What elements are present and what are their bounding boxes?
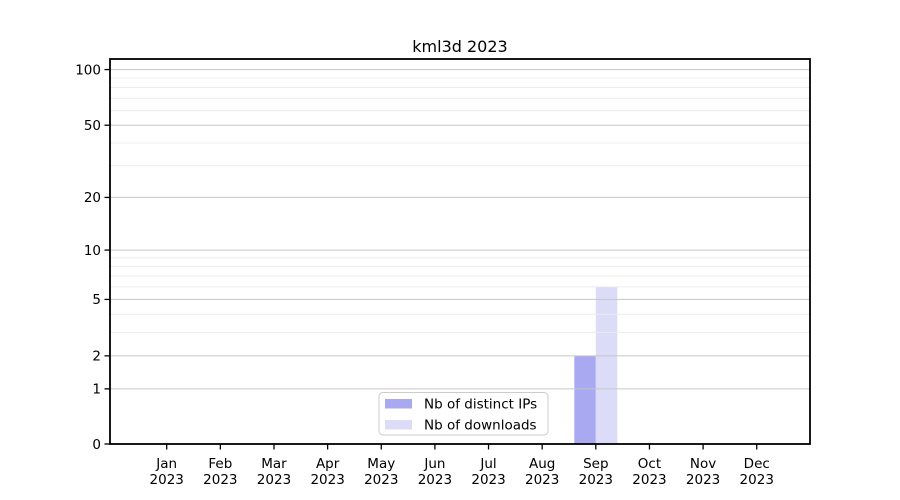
x-tick-label-month-oct: Oct <box>638 456 661 472</box>
y-tick-label-50: 50 <box>84 118 101 134</box>
legend-swatch-downloads <box>385 420 412 430</box>
y-tick-label-0: 0 <box>92 437 101 453</box>
x-tick-label-month-may: May <box>367 456 395 472</box>
x-tick-label-year-mar: 2023 <box>257 472 291 488</box>
y-tick-label-5: 5 <box>92 292 101 308</box>
x-tick-label-month-dec: Dec <box>744 456 770 472</box>
y-tick-label-2: 2 <box>92 349 101 365</box>
x-tick-label-month-aug: Aug <box>529 456 555 472</box>
gridlines-group <box>110 69 810 390</box>
x-tick-label-year-apr: 2023 <box>310 472 344 488</box>
bar-sep-nb-of-distinct-ips <box>574 355 596 444</box>
bar-sep-nb-of-downloads <box>595 286 618 444</box>
x-tick-label-month-jan: Jan <box>155 456 177 472</box>
chart-title: kml3d 2023 <box>412 37 507 56</box>
x-tick-label-year-may: 2023 <box>364 472 398 488</box>
x-tick-label-year-feb: 2023 <box>203 472 237 488</box>
x-tick-label-month-sep: Sep <box>583 456 608 472</box>
legend-box <box>378 392 549 436</box>
legend-label-downloads: Nb of downloads <box>424 418 537 434</box>
legend-swatch-distinct-ips <box>385 399 412 409</box>
x-tick-label-month-jul: Jul <box>479 456 496 472</box>
x-tick-label-year-jun: 2023 <box>418 472 452 488</box>
x-tick-label-month-feb: Feb <box>208 456 232 472</box>
y-tick-label-100: 100 <box>75 62 101 78</box>
y-tick-label-20: 20 <box>84 190 101 206</box>
bars-group <box>574 286 618 444</box>
x-tick-label-year-sep: 2023 <box>579 472 613 488</box>
x-tick-label-month-apr: Apr <box>316 456 340 472</box>
x-tick-label-year-aug: 2023 <box>525 472 559 488</box>
x-tick-label-year-dec: 2023 <box>740 472 774 488</box>
x-tick-label-year-oct: 2023 <box>632 472 666 488</box>
x-tick-label-year-jul: 2023 <box>471 472 505 488</box>
axes-group: 0125102050100Jan2023Feb2023Mar2023Apr202… <box>75 62 774 488</box>
y-tick-label-10: 10 <box>84 243 101 259</box>
x-tick-label-month-jun: Jun <box>423 456 445 472</box>
y-tick-label-1: 1 <box>92 382 101 398</box>
x-tick-label-year-jan: 2023 <box>150 472 184 488</box>
x-tick-label-year-nov: 2023 <box>686 472 720 488</box>
legend: Nb of distinct IPs Nb of downloads <box>378 392 549 436</box>
x-tick-label-month-nov: Nov <box>690 456 716 472</box>
x-tick-label-month-mar: Mar <box>261 456 287 472</box>
legend-label-distinct-ips: Nb of distinct IPs <box>424 397 537 413</box>
plot-frame <box>109 58 811 445</box>
